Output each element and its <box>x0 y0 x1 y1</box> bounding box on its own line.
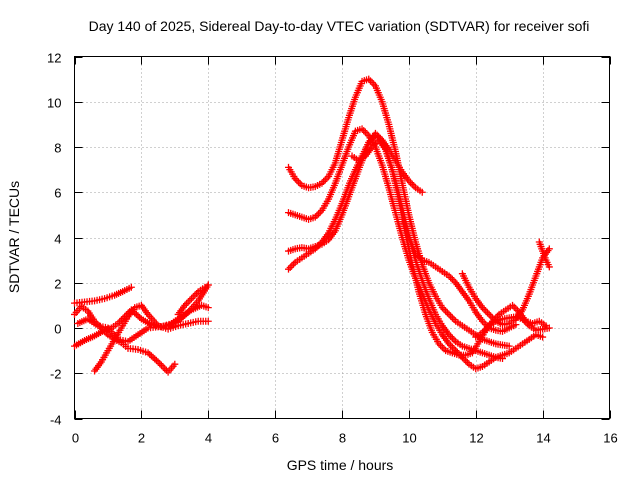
y-tick-label: -4 <box>50 413 62 428</box>
data-point <box>482 307 490 315</box>
x-tick-label: 16 <box>603 431 617 446</box>
series-arc-13 <box>458 245 553 329</box>
y-axis-label: SDTVAR / TECUs <box>6 181 22 293</box>
data-point <box>181 311 189 319</box>
data-point <box>438 343 446 351</box>
y-tick-label: 0 <box>54 322 61 337</box>
data-point <box>450 336 458 344</box>
data-point <box>189 293 197 301</box>
x-tick-label: 12 <box>469 431 483 446</box>
x-tick-label: 10 <box>402 431 416 446</box>
x-tick-label: 14 <box>536 431 550 446</box>
data-point <box>321 176 329 184</box>
data-point <box>450 316 458 324</box>
data-point <box>285 265 292 273</box>
data-point <box>151 355 159 363</box>
x-tick-label: 6 <box>272 431 279 446</box>
data-point <box>485 310 493 318</box>
data-point <box>510 303 518 311</box>
data-point <box>463 359 471 367</box>
data-marks <box>71 75 553 376</box>
data-point <box>186 296 194 304</box>
data-point <box>286 263 294 271</box>
x-axis-label: GPS time / hours <box>287 457 394 473</box>
data-point <box>178 314 185 322</box>
data-point <box>366 77 374 85</box>
series-arc-15 <box>535 238 553 271</box>
data-point <box>188 295 196 303</box>
data-point <box>127 283 135 291</box>
data-point <box>448 314 456 322</box>
series-arc-14 <box>472 313 553 341</box>
data-point <box>499 355 506 363</box>
data-point <box>443 309 451 317</box>
x-tick-label: 8 <box>339 431 346 446</box>
data-point <box>545 263 553 271</box>
data-point <box>448 275 456 283</box>
data-point <box>408 180 416 188</box>
data-point <box>174 317 182 325</box>
data-point <box>191 291 199 299</box>
y-tick-label: 2 <box>54 277 61 292</box>
data-point <box>149 353 157 361</box>
data-point <box>171 360 179 368</box>
data-point <box>183 310 191 318</box>
x-tick-labels: 0 2 4 6 8 10 12 14 16 <box>72 431 618 446</box>
y-tick-label: 6 <box>54 186 61 201</box>
data-point <box>134 312 142 320</box>
series-arc-1 <box>71 283 135 307</box>
data-point <box>442 307 450 315</box>
data-point <box>204 281 212 289</box>
grid <box>74 56 610 419</box>
y-tick-labels: -4 -2 0 2 4 6 8 10 12 <box>47 51 61 428</box>
data-point <box>146 350 154 358</box>
data-point <box>445 310 453 318</box>
data-point <box>152 356 160 364</box>
data-point <box>132 310 140 318</box>
data-point <box>144 349 152 357</box>
x-tick-label: 2 <box>138 431 145 446</box>
y-tick-label: -2 <box>50 367 62 382</box>
data-point <box>447 274 455 282</box>
data-point <box>136 313 144 321</box>
y-tick-label: 12 <box>47 51 61 66</box>
data-point <box>290 260 298 268</box>
y-tick-label: 10 <box>47 96 61 111</box>
data-point <box>487 312 495 320</box>
data-point <box>483 309 491 317</box>
data-point <box>157 361 165 369</box>
data-point <box>545 324 553 332</box>
data-point <box>315 210 323 218</box>
data-point <box>410 182 418 190</box>
data-point <box>360 127 368 135</box>
data-point <box>156 360 164 368</box>
data-point <box>448 334 456 342</box>
series-arc-5 <box>74 281 212 346</box>
data-point <box>179 313 187 321</box>
data-point <box>288 262 296 270</box>
series-arc-11 <box>348 136 550 359</box>
data-point <box>545 245 553 253</box>
data-point <box>159 363 167 371</box>
y-tick-label: 8 <box>54 141 61 156</box>
data-point <box>295 178 303 186</box>
data-point <box>161 365 169 373</box>
data-point <box>418 188 426 196</box>
data-point <box>539 333 547 341</box>
chart-title: Day 140 of 2025, Sidereal Day-to-day VTE… <box>89 18 590 34</box>
data-point <box>184 298 192 306</box>
y-tick-label: 4 <box>54 232 61 247</box>
x-tick-label: 0 <box>72 431 79 446</box>
data-point <box>204 304 212 312</box>
data-point <box>176 316 184 324</box>
data-point <box>147 352 155 360</box>
x-tick-label: 4 <box>205 431 212 446</box>
data-point <box>447 312 455 320</box>
series-arc-6 <box>174 281 212 318</box>
series-arc-12 <box>398 215 520 335</box>
data-point <box>204 317 212 325</box>
axis-ticks <box>74 56 611 420</box>
data-point <box>505 342 513 350</box>
